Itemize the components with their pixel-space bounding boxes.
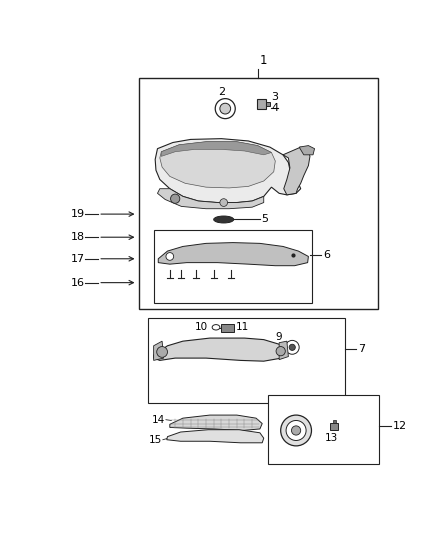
Bar	[333, 419, 336, 423]
Circle shape	[170, 194, 180, 203]
Bar	[266, 102, 270, 106]
Text: 2: 2	[219, 87, 226, 96]
Bar	[268, 395, 379, 464]
Bar	[330, 423, 338, 431]
Polygon shape	[154, 338, 283, 361]
Circle shape	[286, 421, 306, 440]
Bar	[221, 324, 234, 332]
Polygon shape	[279, 341, 288, 360]
Text: 12: 12	[392, 421, 406, 431]
Circle shape	[281, 415, 311, 446]
Circle shape	[289, 344, 295, 350]
Circle shape	[220, 103, 231, 114]
Text: 4: 4	[272, 103, 279, 113]
Text: 19: 19	[71, 209, 85, 219]
Text: 5: 5	[261, 214, 268, 224]
Bar	[257, 99, 266, 109]
Text: 1: 1	[260, 54, 267, 67]
Text: 13: 13	[325, 433, 338, 443]
Text: 15: 15	[149, 435, 162, 445]
Text: 16: 16	[71, 278, 85, 288]
Circle shape	[220, 199, 228, 206]
Text: 17: 17	[71, 254, 85, 264]
Circle shape	[276, 346, 285, 356]
Polygon shape	[299, 146, 314, 155]
Ellipse shape	[214, 216, 234, 223]
Polygon shape	[170, 415, 262, 431]
Text: 7: 7	[358, 344, 365, 354]
Circle shape	[291, 426, 301, 435]
Bar	[155, 230, 312, 303]
Polygon shape	[158, 189, 264, 209]
Text: 6: 6	[323, 250, 330, 260]
Circle shape	[215, 99, 235, 119]
Polygon shape	[161, 142, 272, 156]
Polygon shape	[160, 142, 276, 188]
Polygon shape	[283, 147, 310, 195]
Circle shape	[285, 341, 299, 354]
Polygon shape	[154, 341, 164, 360]
Polygon shape	[167, 430, 264, 443]
Circle shape	[157, 346, 167, 357]
Bar	[139, 78, 378, 309]
Text: 9: 9	[276, 332, 283, 342]
Text: 14: 14	[152, 415, 165, 425]
Bar	[148, 318, 345, 403]
Text: 8: 8	[276, 351, 283, 361]
Polygon shape	[158, 243, 308, 265]
Polygon shape	[155, 139, 301, 203]
Text: 10: 10	[194, 322, 208, 332]
Text: 3: 3	[272, 92, 279, 102]
Ellipse shape	[212, 325, 220, 330]
Circle shape	[166, 253, 173, 260]
Text: 11: 11	[236, 322, 249, 332]
Text: 18: 18	[71, 232, 85, 242]
